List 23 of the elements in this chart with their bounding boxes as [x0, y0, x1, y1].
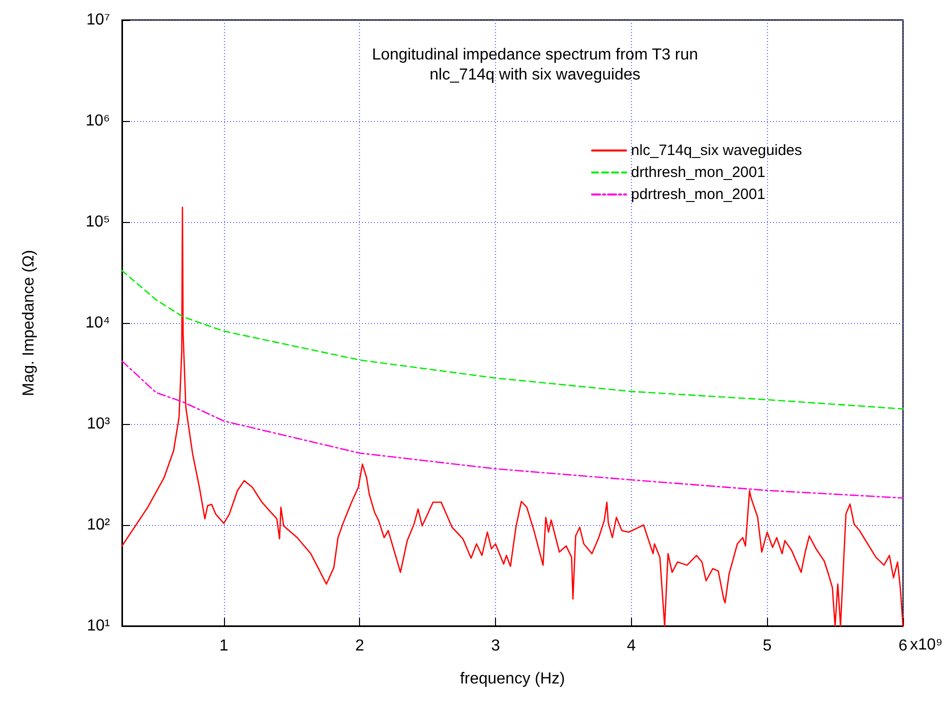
- legend-label: pdrtresh_mon_2001: [631, 186, 766, 203]
- legend-label: nlc_714q_six waveguides: [631, 142, 802, 159]
- line-series: [121, 360, 904, 499]
- x-axis-title: frequency (Hz): [460, 670, 565, 688]
- text: x10⁹: [910, 636, 943, 654]
- y-tick-label: 10³: [86, 416, 111, 432]
- y-tick-label: 10⁴: [85, 314, 110, 332]
- legend-label: drthresh_mon_2001: [631, 164, 766, 181]
- y-tick-label: 10⁶: [86, 112, 110, 130]
- text: nlc_714q with six waveguides: [430, 66, 640, 84]
- x-tick-label: 1: [219, 638, 228, 654]
- y-axis-title: Mag. Impedance (Ω): [20, 250, 38, 396]
- y-tick-label: 10⁷: [86, 12, 110, 28]
- text: Longitudinal impedance spectrum from T3 run: [372, 46, 698, 64]
- line-series: [121, 270, 904, 410]
- y-tick-label: 10⁵: [86, 214, 110, 230]
- x-tick-label: 3: [491, 638, 500, 654]
- y-tick-label: 10¹: [86, 618, 110, 634]
- x-tick-label: 4: [626, 638, 636, 654]
- x-tick-label: 6: [898, 638, 908, 654]
- x-tick-label: 2: [355, 638, 364, 654]
- x-tick-label: 5: [762, 638, 772, 654]
- y-tick-label: 10²: [86, 516, 111, 534]
